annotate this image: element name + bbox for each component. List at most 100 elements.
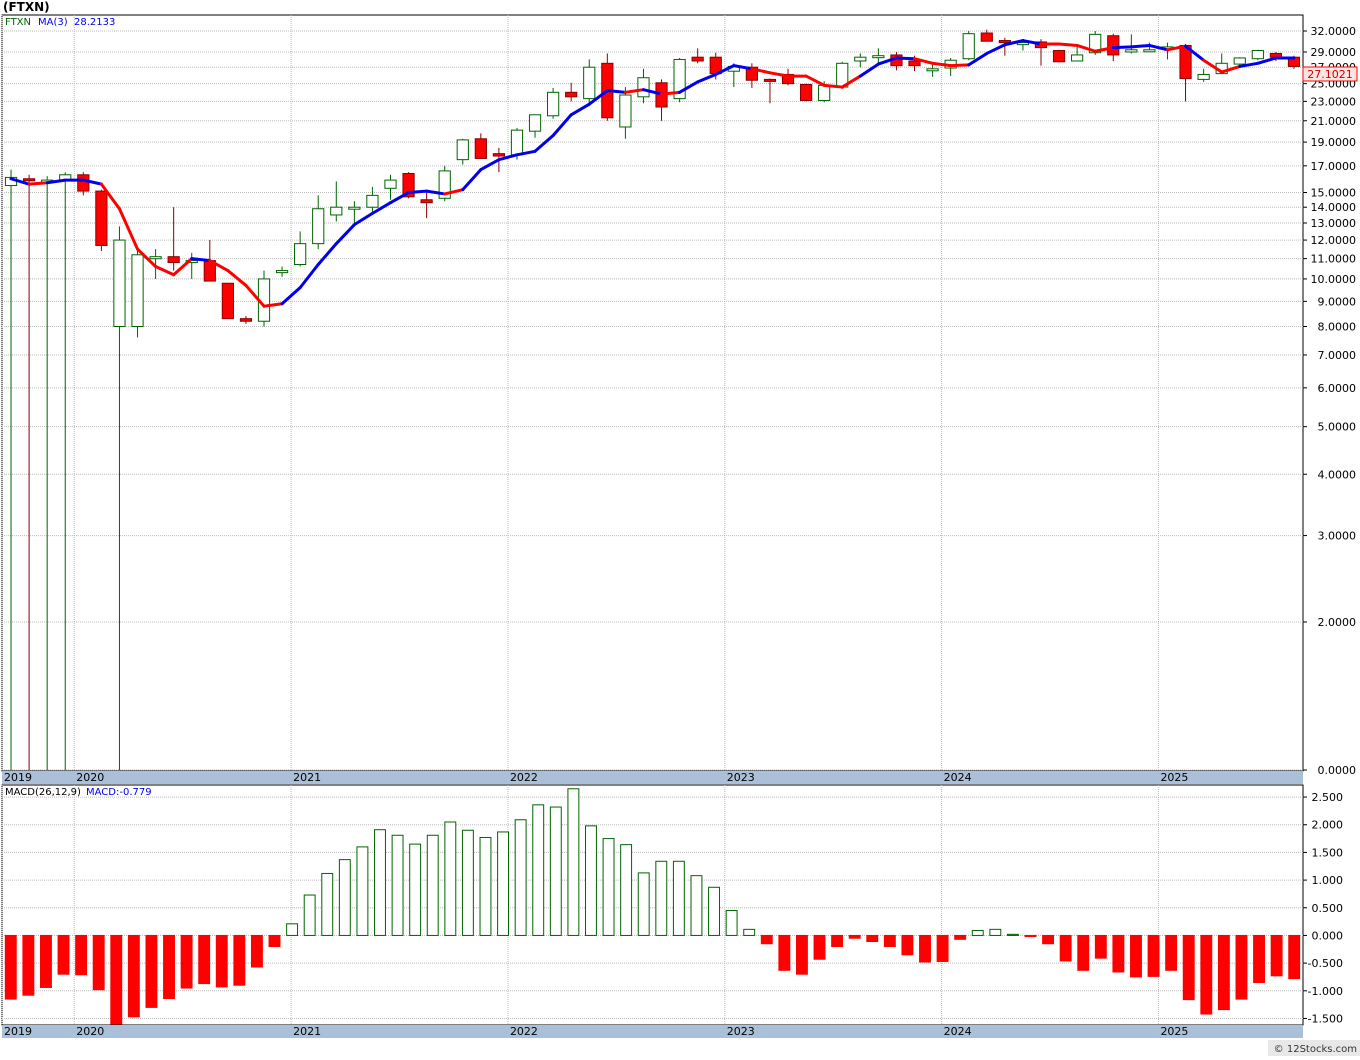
macd-x-tick-label: 2025 (1160, 1025, 1188, 1038)
ma-segment (533, 133, 555, 153)
ma-segment (298, 263, 320, 290)
price-y-tick-label: 12.0000 (1311, 234, 1357, 247)
candle-body (95, 190, 108, 246)
macd-bar (321, 872, 334, 936)
ma-segment (190, 257, 212, 263)
price-y-tick-label: 10.0000 (1311, 273, 1357, 286)
ma-segment (388, 191, 411, 205)
candle-body (239, 318, 253, 322)
ma-segment (714, 64, 736, 76)
footer-copyright: © 12Stocks.com (1274, 1044, 1357, 1055)
candle-body (294, 243, 307, 266)
candle-body (312, 208, 325, 245)
macd-y-tick-label: -0.500 (1308, 957, 1343, 970)
price-x-axis-band (2, 771, 1303, 784)
ma-segment (605, 89, 627, 94)
macd-bar (901, 934, 914, 956)
ma-segment (461, 168, 483, 192)
ma-segment (370, 201, 392, 215)
macd-y-tick-label: -1.500 (1308, 1012, 1343, 1025)
macd-bar (338, 859, 351, 936)
macd-bar (1288, 934, 1301, 980)
ma-segment (262, 302, 284, 308)
last-price-tag: 27.1021 (1307, 68, 1353, 81)
ma-segment (967, 51, 989, 67)
ma-segment (425, 189, 447, 196)
ma-segment (678, 80, 700, 94)
candle-body (619, 94, 632, 128)
ma-segment (117, 207, 140, 251)
ma-segment (587, 89, 609, 106)
ma-segment (99, 182, 121, 211)
candle-body (565, 91, 578, 98)
macd-bar (760, 934, 773, 945)
macd-bar (655, 860, 668, 936)
macd-bar (40, 934, 52, 988)
macd-bar (1270, 934, 1283, 977)
price-y-tick-label: 8.0000 (1318, 321, 1357, 334)
price-y-tick-label: 4.0000 (1318, 468, 1357, 481)
candles (4, 29, 1301, 770)
macd-x-tick-label: 2022 (510, 1025, 538, 1038)
candle-body (384, 179, 397, 189)
macd-y-tick-label: 0.000 (1312, 929, 1344, 942)
macd-bar (250, 934, 263, 968)
ma-segment (352, 211, 374, 227)
ma-segment (768, 71, 790, 78)
ma-segment (497, 153, 519, 162)
macd-bar (532, 804, 545, 936)
price-y-tick-label: 14.0000 (1311, 201, 1357, 214)
ma-segment (280, 286, 302, 306)
price-x-axis: 2019 2020 2021 2022 2023 2024 2025 (4, 771, 1188, 784)
candle-body (908, 60, 921, 67)
ma-segment (479, 158, 501, 172)
macd-bar (57, 934, 70, 975)
macd-panel (1, 784, 1304, 1026)
candle-body (1071, 54, 1084, 62)
macd-bar (75, 934, 88, 976)
candle-body (510, 129, 524, 156)
candle-body (528, 114, 542, 132)
footer-box (1268, 1040, 1360, 1056)
ma-segment (1003, 39, 1025, 47)
macd-y-tick-label: 1.000 (1312, 874, 1344, 887)
price-y-tick-label: 17.0000 (1311, 160, 1357, 173)
legend-symbol: FTXN (5, 17, 31, 28)
ma-segment (913, 57, 935, 65)
ma-segment (1202, 58, 1224, 74)
macd-bar (1042, 934, 1055, 945)
ma-segment (1184, 44, 1206, 62)
last-price-tag-box (1302, 66, 1358, 82)
macd-bar (778, 934, 791, 971)
ma-segment (985, 43, 1007, 55)
candle-body (348, 206, 361, 210)
ma-segment (226, 269, 248, 287)
macd-bar (848, 934, 861, 939)
price-y-tick-label: 29.0000 (1311, 46, 1357, 59)
ma-segment (876, 56, 898, 66)
macd-x-axis-band (2, 1025, 1303, 1038)
macd-bar (374, 829, 386, 936)
macd-bar (919, 934, 931, 963)
candle-body (167, 256, 180, 264)
macd-bar (743, 928, 756, 936)
macd-bar (690, 875, 703, 936)
macd-legend-value: MACD:-0.779 (86, 787, 152, 798)
macd-bar (1130, 934, 1142, 978)
candle-body (583, 66, 596, 100)
candle-body (474, 138, 487, 159)
macd-x-tick-label: 2023 (727, 1025, 755, 1038)
macd-bar (1165, 934, 1178, 971)
candle-body (691, 56, 704, 62)
candle-body (492, 153, 506, 157)
candle-body (330, 206, 343, 216)
macd-bar (514, 819, 527, 936)
macd-bar (725, 910, 738, 936)
ma-segment (1075, 43, 1097, 53)
macd-bar (127, 934, 140, 1018)
macd-bar (356, 846, 369, 936)
macd-bar (866, 934, 879, 943)
ma-segment (732, 64, 754, 71)
candle-body (962, 33, 975, 60)
